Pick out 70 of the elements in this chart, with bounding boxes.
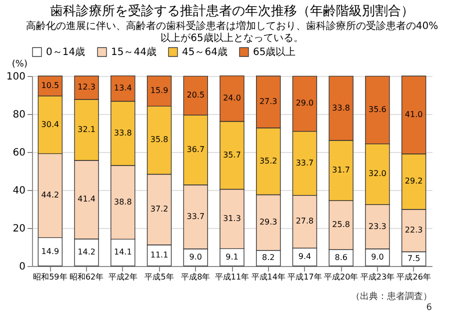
data-label: 31.3 (223, 214, 241, 223)
data-label: 35.8 (150, 135, 168, 144)
data-label: 41.0 (404, 110, 423, 119)
data-label: 8.2 (262, 253, 275, 262)
data-label: 15.9 (150, 86, 168, 96)
x-tick-label: 平成23年 (360, 272, 395, 282)
x-tick-label: 平成5年 (144, 272, 174, 282)
data-label: 11.1 (150, 250, 168, 260)
legend-label: 65歳以上 (253, 46, 296, 58)
data-label: 9.0 (189, 252, 202, 262)
data-label: 9.0 (371, 252, 384, 262)
data-label: 30.4 (41, 120, 60, 129)
data-label: 24.0 (223, 94, 241, 103)
y-tick-label: 20 (12, 224, 26, 234)
text: （出典：患者調査） (351, 291, 432, 302)
x-tick-label: 平成2年 (108, 272, 138, 282)
x-tick-label: 平成8年 (181, 272, 210, 282)
data-label: 41.4 (78, 194, 96, 204)
data-label: 13.4 (114, 84, 132, 93)
chart-title: 歯科診療所を受診する推計患者の年次推移（年齢階級別割合） (50, 4, 414, 19)
legend-label: 0～14歳 (46, 46, 86, 58)
legend-label: 45～64歳 (182, 46, 228, 58)
data-label: 32.1 (78, 124, 96, 134)
data-label: 33.8 (332, 103, 350, 112)
data-label: 33.8 (114, 128, 132, 138)
data-label: 31.7 (332, 166, 350, 175)
data-label: 35.2 (259, 156, 278, 166)
data-label: 14.2 (78, 248, 96, 257)
data-label: 37.2 (150, 204, 168, 214)
y-tick-label: 40 (12, 186, 26, 196)
chart-subtitle: 高齢化の進展に伴い、高齢者の歯科受診患者は増加しており、歯科診療所の受診患者の40%以上が65歳以上となっている。 (26, 20, 438, 44)
data-label: 35.7 (223, 150, 241, 160)
data-label: 22.3 (404, 226, 423, 235)
data-label: 44.2 (41, 190, 60, 200)
x-tick-label: 平成26年 (396, 272, 431, 282)
x-tick-label: 昭和59年 (33, 272, 68, 282)
data-label: 14.9 (41, 246, 60, 256)
data-label: 29.3 (259, 218, 278, 227)
data-label: 12.3 (78, 82, 96, 92)
y-tick-label: 0 (19, 262, 26, 272)
data-label: 8.6 (334, 252, 348, 262)
data-label: 29.0 (296, 98, 314, 108)
data-label: 32.0 (368, 169, 386, 178)
y-tick-label: 60 (12, 148, 26, 158)
data-label: 35.6 (368, 105, 386, 114)
y-tick-label: 80 (12, 110, 26, 120)
legend-label: 15～44歳 (111, 46, 156, 58)
data-label: 10.5 (41, 80, 60, 90)
data-label: 25.8 (332, 220, 350, 230)
data-label: 20.5 (186, 90, 205, 100)
data-label: 27.3 (259, 96, 278, 106)
data-label: 9.1 (226, 252, 238, 262)
data-label: 23.3 (368, 222, 386, 231)
data-label: 14.1 (114, 248, 132, 257)
data-label: 33.7 (296, 158, 314, 168)
y-axis-title: (%) (12, 60, 28, 70)
data-label: 38.8 (114, 197, 132, 206)
data-label: 27.8 (296, 216, 314, 226)
x-tick-label: 平成20年 (324, 272, 358, 282)
data-label: 7.5 (407, 254, 420, 263)
data-label: 36.7 (186, 145, 205, 154)
x-tick-label: 平成14年 (251, 272, 286, 282)
text: 6 (426, 303, 432, 313)
x-tick-label: 平成17年 (288, 272, 322, 282)
x-tick-label: 昭和62年 (69, 272, 104, 282)
data-label: 9.4 (298, 252, 312, 262)
y-tick-label: 100 (6, 72, 26, 82)
data-label: 29.2 (404, 176, 423, 186)
data-label: 33.7 (186, 212, 205, 221)
x-tick-label: 平成11年 (214, 272, 250, 282)
